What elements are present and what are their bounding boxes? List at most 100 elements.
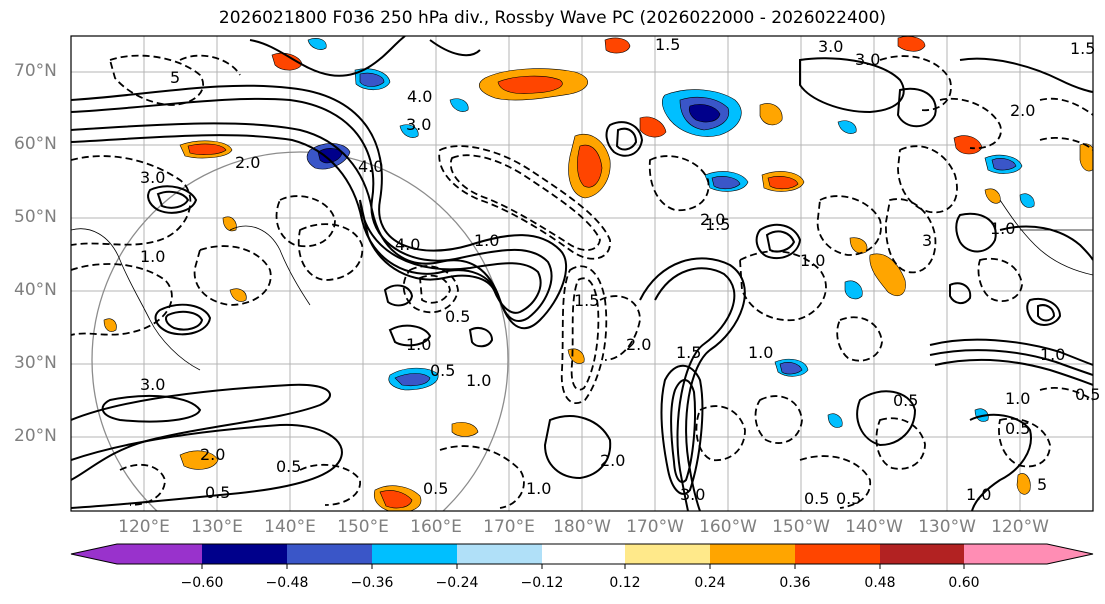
contour-label: 3 <box>922 231 932 250</box>
contour-label: 1.5 <box>655 35 680 54</box>
colorbar-tick-label: 0.48 <box>864 575 896 591</box>
contour-label: 0.5 <box>1005 419 1030 438</box>
colorbar-outline <box>70 543 1094 565</box>
contour-label: 1.0 <box>474 231 499 250</box>
colorbar-tick-label: 0.12 <box>609 575 641 591</box>
colorbar-segment <box>964 544 1047 564</box>
colorbar-extend-max <box>1047 544 1093 564</box>
contour-label: 2.0 <box>700 210 725 229</box>
contour-label: 1.0 <box>1005 389 1030 408</box>
contour-label: 1.0 <box>1040 345 1065 364</box>
contour-label: 4.0 <box>358 157 383 176</box>
colorbar-tick-label: −0.12 <box>520 575 564 591</box>
contour-label: 0.5 <box>893 391 918 410</box>
contour-label: 2.0 <box>1010 101 1035 120</box>
lon-label: 160°E <box>410 517 462 537</box>
colorbar-segment <box>710 544 795 564</box>
lat-label: 40°N <box>14 280 57 300</box>
colorbar-segment <box>542 544 625 564</box>
lat-label: 60°N <box>14 134 57 154</box>
graticule-lines <box>71 36 1093 511</box>
highlight-circle <box>91 151 509 511</box>
contour-label: 1.5 <box>676 343 701 362</box>
contour-label: 1.0 <box>140 247 165 266</box>
lat-label: 70°N <box>14 61 57 81</box>
colorbar-segment <box>457 544 542 564</box>
contour-label: 4.0 <box>395 235 420 254</box>
lat-label: 50°N <box>14 207 57 227</box>
contour-label: 0.5 <box>205 483 230 502</box>
colorbar-tick-label: 0.36 <box>779 575 811 591</box>
colorbar-segment <box>625 544 710 564</box>
contour-label: 1.5 <box>1070 39 1095 58</box>
contour-label: 3.0 <box>818 37 843 56</box>
lon-label: 120°E <box>118 517 170 537</box>
contour-labels: 1.5 3.0 4.0 3.0 4.0 5 3.0 2.0 3.0 2.0 1.… <box>140 35 1100 508</box>
coastlines <box>71 199 1093 371</box>
lon-label: 180°W <box>553 517 611 537</box>
contour-label: 1.0 <box>748 343 773 362</box>
contour-label: 0.5 <box>804 489 829 508</box>
contour-label: 1.5 <box>574 291 599 310</box>
contour-label: 2.0 <box>235 153 260 172</box>
contour-label: 2.0 <box>626 335 651 354</box>
colorbar-tick-label: −0.24 <box>435 575 479 591</box>
colorbar-segment <box>880 544 964 564</box>
colorbar-ticks <box>201 564 965 569</box>
contour-label: 3.0 <box>855 50 880 69</box>
contour-label: 1.0 <box>526 479 551 498</box>
lat-label: 30°N <box>14 353 57 373</box>
contour-label: 1.0 <box>406 335 431 354</box>
colorbar-tick-label: −0.36 <box>350 575 394 591</box>
colorbar <box>70 543 1094 569</box>
map-panel <box>71 36 1093 511</box>
colorbar-segment <box>795 544 880 564</box>
lon-label: 130°E <box>191 517 243 537</box>
colorbar-segment <box>372 544 457 564</box>
colorbar-tick-label: −0.48 <box>265 575 309 591</box>
divergence-shading <box>103 36 1093 511</box>
contour-label: 4.0 <box>407 87 432 106</box>
contour-label: 3.0 <box>406 115 431 134</box>
contour-label: 0.5 <box>1075 385 1100 404</box>
colorbar-segment <box>117 544 202 564</box>
negative-contours <box>71 54 1093 509</box>
positive-contours <box>71 36 1093 511</box>
lon-label: 120°W <box>991 517 1049 537</box>
contour-label: 0.5 <box>430 361 455 380</box>
contour-label: 3.0 <box>680 485 705 504</box>
colorbar-segment <box>287 544 372 564</box>
lon-label: 130°W <box>918 517 976 537</box>
contour-label: 0.5 <box>423 479 448 498</box>
contour-label: 0.5 <box>276 457 301 476</box>
lon-label: 140°E <box>264 517 316 537</box>
map-frame <box>70 35 1094 512</box>
lon-label: 160°W <box>699 517 757 537</box>
lon-label: 150°E <box>337 517 389 537</box>
lon-label: 170°W <box>626 517 684 537</box>
map-title: 2026021800 F036 250 hPa div., Rossby Wav… <box>218 8 887 28</box>
contour-label: 0.5 <box>445 307 470 326</box>
contour-label: 3.0 <box>140 168 165 187</box>
lon-label: 150°W <box>772 517 830 537</box>
contour-label: 1.0 <box>966 485 991 504</box>
contour-label: 2.0 <box>600 451 625 470</box>
contour-label: 0.5 <box>836 489 861 508</box>
contour-label: 1.0 <box>990 219 1015 238</box>
colorbar-tick-label: 0.24 <box>694 575 726 591</box>
lat-label: 20°N <box>14 426 57 446</box>
colorbar-tick-label: 0.60 <box>948 575 980 591</box>
colorbar-extend-min <box>71 544 117 564</box>
lon-label: 140°W <box>845 517 903 537</box>
contour-label: 5 <box>1037 475 1047 494</box>
colorbar-segment <box>202 544 287 564</box>
colorbar-tick-label: −0.60 <box>180 575 224 591</box>
contour-label: 1.5 <box>705 215 730 234</box>
contour-label: 3.0 <box>140 375 165 394</box>
lon-label: 170°E <box>483 517 535 537</box>
contour-label: 1.0 <box>466 371 491 390</box>
contour-label: 1.0 <box>800 251 825 270</box>
contour-label: 5 <box>170 68 180 87</box>
contour-label: 2.0 <box>200 445 225 464</box>
